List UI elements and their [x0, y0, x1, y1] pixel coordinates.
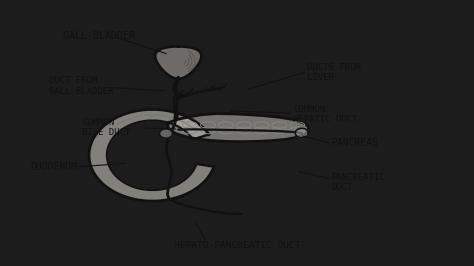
Text: DUODENUM: DUODENUM	[30, 162, 77, 172]
Text: DUCTS FROM
LIVER: DUCTS FROM LIVER	[308, 63, 361, 82]
Polygon shape	[155, 46, 201, 79]
Polygon shape	[89, 109, 214, 201]
Text: HEPATO-PANCREATIC DUCT: HEPATO-PANCREATIC DUCT	[174, 241, 300, 250]
Text: PANCREAS: PANCREAS	[331, 139, 378, 148]
Text: PANCREATIC
DUCT: PANCREATIC DUCT	[331, 173, 385, 192]
Text: DUCT FROM
GALL BLADDER: DUCT FROM GALL BLADDER	[49, 76, 114, 95]
Polygon shape	[295, 128, 309, 138]
Text: COMMON
BILE DUCT: COMMON BILE DUCT	[82, 118, 130, 138]
Text: GALL BLADDER: GALL BLADDER	[63, 31, 135, 41]
Text: COMMON
HEPATIC DUCT: COMMON HEPATIC DUCT	[293, 105, 358, 124]
Polygon shape	[159, 129, 173, 138]
Polygon shape	[167, 114, 309, 142]
